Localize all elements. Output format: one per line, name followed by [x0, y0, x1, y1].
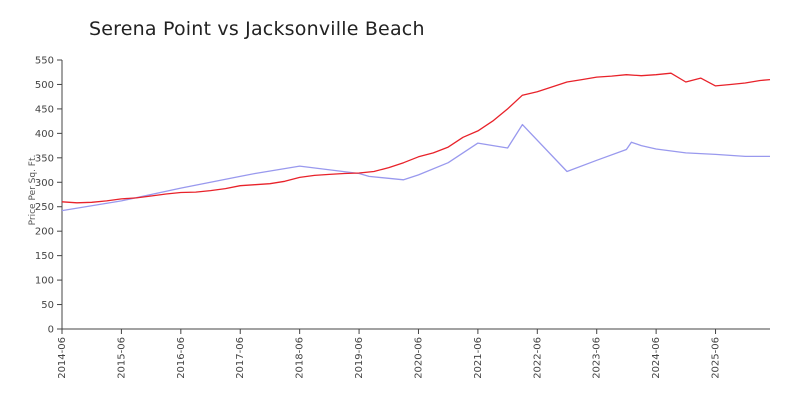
y-tick-label: 300	[35, 178, 54, 189]
y-tick-label: 50	[41, 300, 54, 311]
x-tick-label: 2022-06	[532, 337, 543, 379]
x-tick-label: 2017-06	[235, 337, 246, 379]
y-tick-label: 0	[48, 325, 54, 336]
x-tick-label: 2021-06	[473, 337, 484, 379]
y-tick-label: 400	[35, 129, 54, 140]
x-tick-label: 2014-06	[57, 337, 68, 379]
x-tick-label: 2016-06	[176, 337, 187, 379]
x-tick-label: 2018-06	[295, 337, 306, 379]
x-tick-label: 2025-06	[711, 337, 722, 379]
chart-title: Serena Point vs Jacksonville Beach	[89, 18, 425, 40]
y-tick-label: 550	[35, 56, 54, 67]
y-tick-label: 250	[35, 202, 54, 213]
y-tick-label: 150	[35, 251, 54, 262]
y-tick-label: 350	[35, 153, 54, 164]
y-tick-label: 450	[35, 104, 54, 115]
x-tick-label: 2019-06	[354, 337, 365, 379]
x-tick-label: 2023-06	[592, 337, 603, 379]
x-tick-label: 2020-06	[413, 337, 424, 379]
y-tick-label: 500	[35, 80, 54, 91]
x-tick-label: 2024-06	[651, 337, 662, 379]
y-tick-label: 200	[35, 227, 54, 238]
series-line	[61, 72, 771, 204]
series-line	[61, 123, 770, 212]
y-tick-label: 100	[35, 276, 54, 287]
x-tick-label: 2015-06	[116, 337, 127, 379]
y-axis-label: Price Per Sq. Ft.	[28, 155, 38, 226]
